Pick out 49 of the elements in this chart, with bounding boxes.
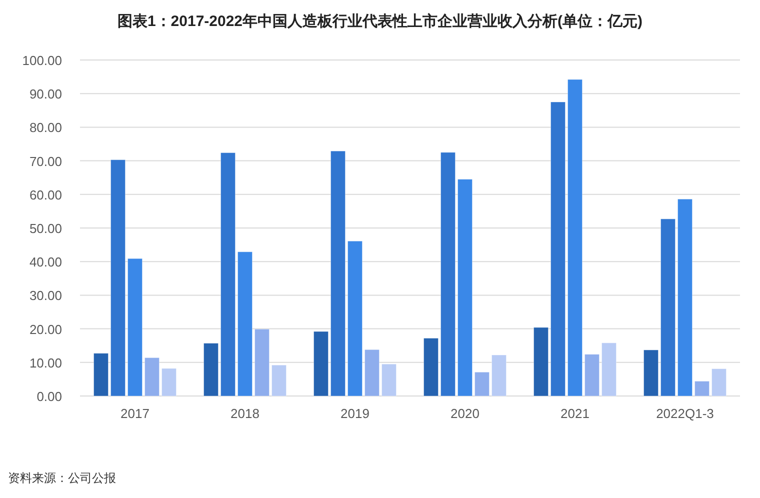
bar (660, 218, 676, 396)
bar (220, 152, 236, 396)
bar (272, 364, 286, 396)
y-tick-label: 40.00 (29, 254, 62, 270)
y-tick-label: 80.00 (29, 120, 62, 136)
bar (364, 349, 380, 396)
y-tick-label: 50.00 (29, 221, 62, 236)
x-tick-label: 2020 (450, 406, 480, 421)
chart-title: 图表1：2017-2022年中国人造板行业代表性上市企业营业收入分析(单位：亿元) (117, 12, 643, 30)
bar (128, 258, 142, 396)
bar (348, 240, 362, 396)
x-tick-label: 2022Q1-3 (656, 406, 714, 421)
bar (144, 357, 160, 396)
bar (94, 353, 108, 396)
bar (474, 372, 490, 396)
bar (644, 350, 658, 396)
bar (382, 364, 396, 396)
x-tick-label: 2017 (120, 406, 150, 421)
bar (254, 328, 270, 396)
x-tick-label: 2021 (560, 406, 590, 421)
bar (568, 79, 582, 396)
y-tick-label: 100.00 (22, 53, 62, 68)
bar (678, 198, 692, 396)
bar (204, 343, 218, 396)
y-tick-label: 10.00 (29, 355, 62, 370)
bar (440, 152, 456, 396)
bar (424, 338, 438, 396)
y-tick-label: 0.00 (36, 389, 62, 404)
bar (330, 150, 346, 396)
bar (534, 327, 548, 396)
bar (694, 380, 710, 396)
bar (550, 102, 566, 396)
bar (712, 368, 726, 396)
bar (238, 252, 252, 396)
y-tick-label: 60.00 (29, 187, 62, 202)
bar (458, 179, 472, 396)
y-tick-label: 90.00 (29, 86, 62, 102)
x-tick-label: 2019 (340, 406, 370, 421)
y-tick-label: 30.00 (29, 288, 62, 304)
y-tick-label: 70.00 (29, 154, 62, 169)
x-tick-label: 2018 (230, 406, 260, 421)
bar (314, 331, 328, 396)
text: 资料来源：公司公报 (8, 471, 116, 485)
bar (492, 354, 506, 396)
y-tick-label: 20.00 (29, 322, 62, 337)
bar (584, 354, 600, 396)
bar (110, 160, 126, 396)
bar (602, 342, 616, 396)
bar (162, 368, 176, 396)
